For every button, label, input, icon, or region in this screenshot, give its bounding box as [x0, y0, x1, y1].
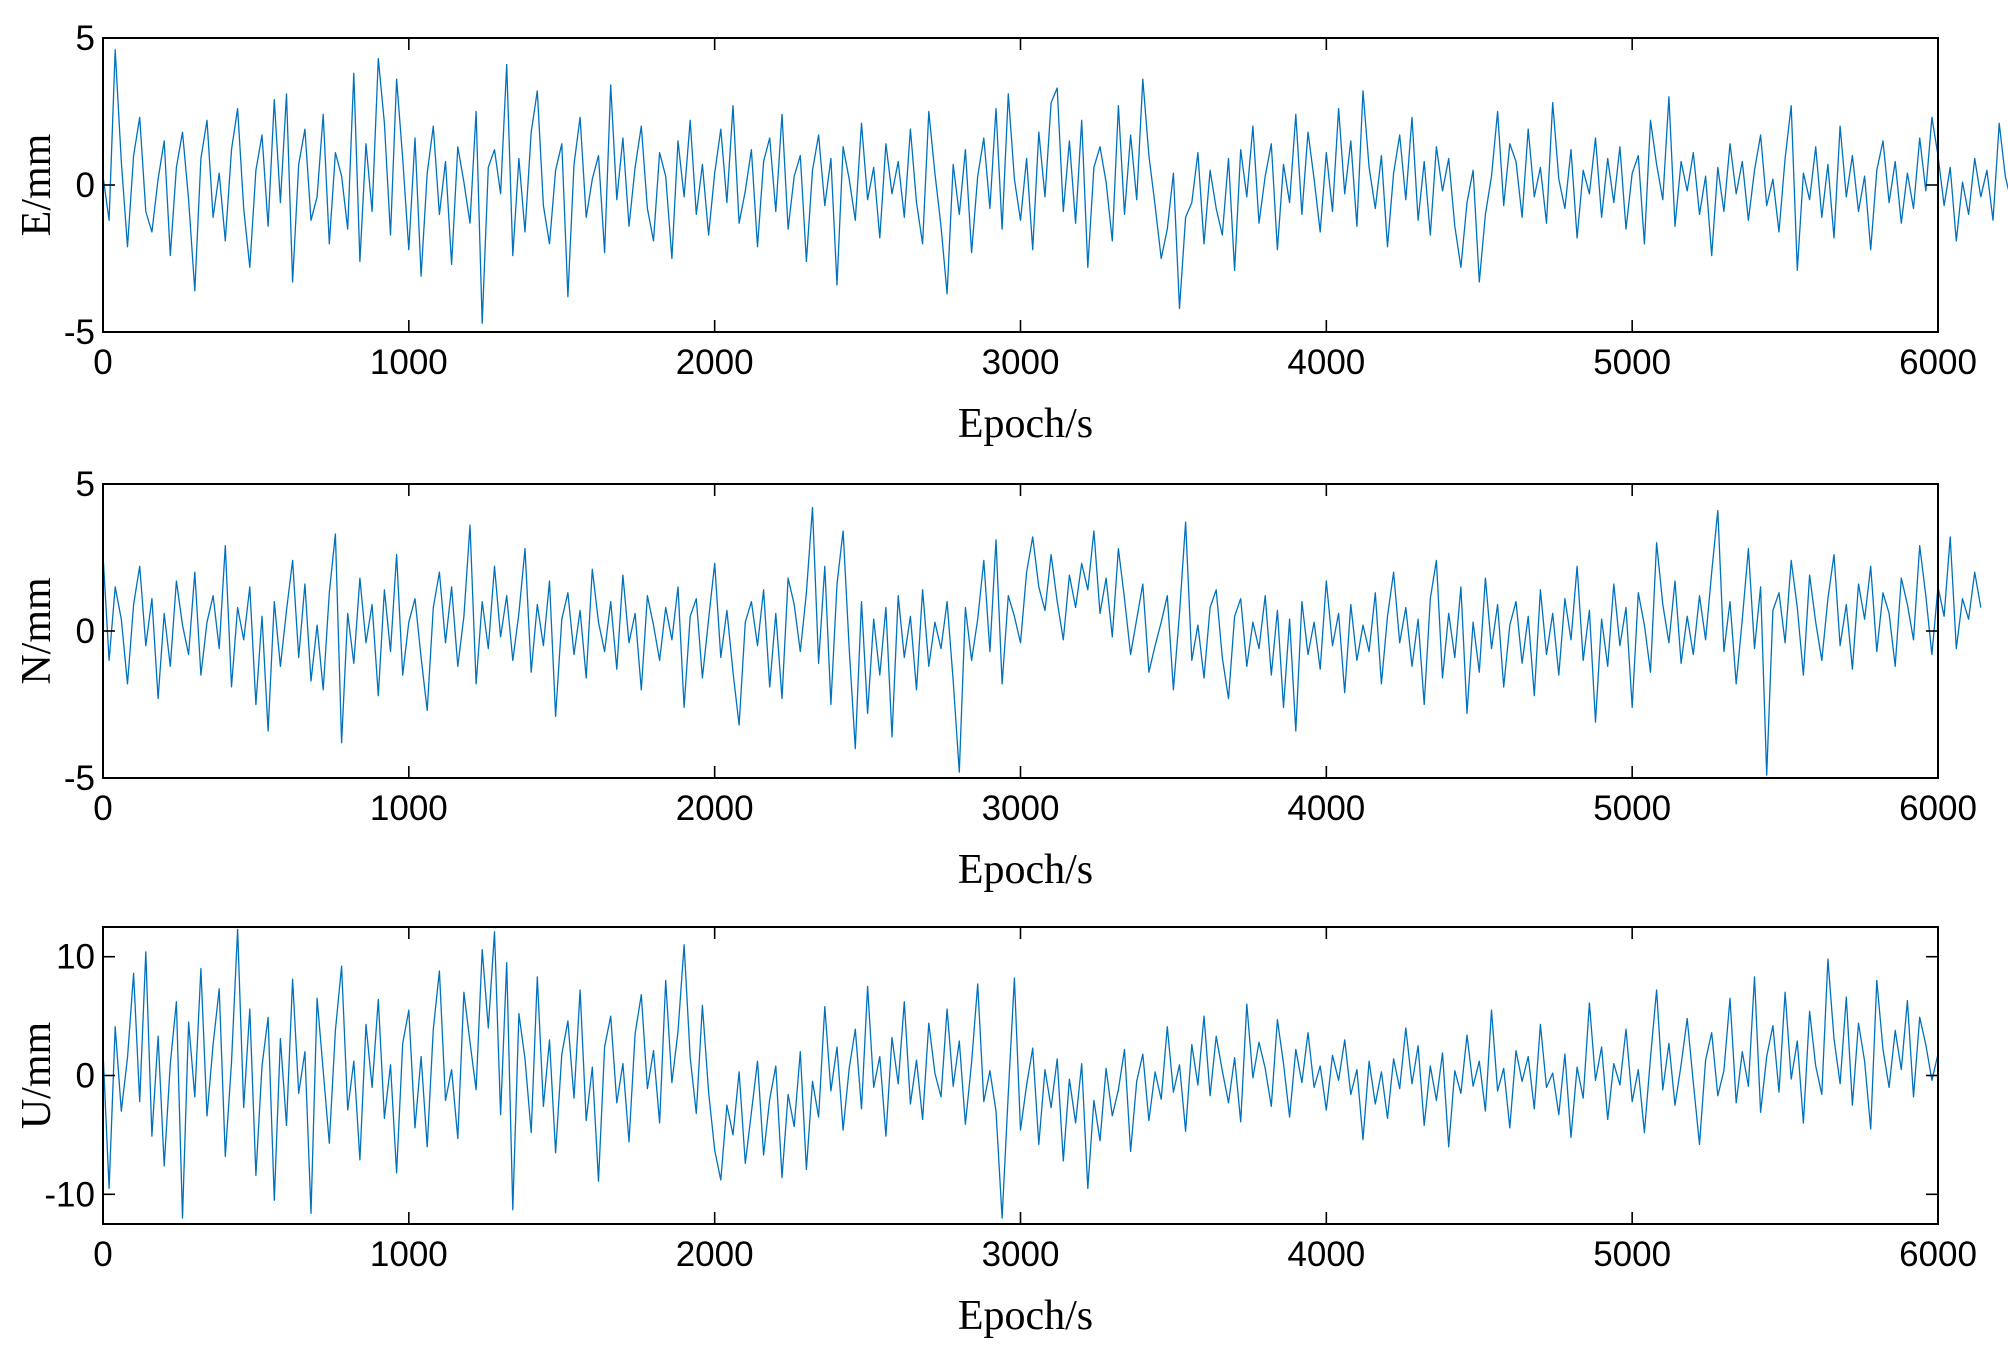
x-tick-label: 4000	[1287, 343, 1365, 382]
panel-up: 0 1000 2000 3000 4000 5000 6000 -10 0 10 Epoch/s U/…	[14, 926, 1977, 1339]
x-tick-label: 0	[93, 343, 112, 382]
x-tick-label: 6000	[1899, 789, 1977, 828]
x-axis-label: Epoch/s	[958, 1293, 1093, 1339]
series-line	[102, 49, 2008, 324]
axes-frame	[102, 926, 1939, 1225]
axes-frame	[102, 37, 1939, 333]
series-line	[102, 506, 1982, 776]
x-tick-label: 5000	[1593, 343, 1671, 382]
y-axis-label: U/mm	[14, 1022, 60, 1130]
y-tick-label: 0	[76, 612, 95, 651]
y-tick-label: -5	[64, 759, 95, 798]
y-tick-label: -10	[44, 1175, 95, 1214]
y-axis-label: E/mm	[14, 133, 60, 236]
series-line	[102, 928, 1939, 1219]
x-tick-label: 0	[93, 789, 112, 828]
y-tick-label: -5	[64, 313, 95, 352]
x-tick-label: 4000	[1287, 1235, 1365, 1274]
x-tick-label: 6000	[1899, 1235, 1977, 1274]
y-tick-label: 10	[56, 938, 95, 977]
y-axis-label: N/mm	[14, 577, 60, 685]
x-tick-label: 0	[93, 1235, 112, 1274]
x-axis-label: Epoch/s	[958, 401, 1093, 447]
x-axis-label: Epoch/s	[958, 847, 1093, 893]
x-tick-label: 2000	[676, 343, 754, 382]
x-tick-label: 3000	[982, 343, 1060, 382]
y-tick-label: 0	[76, 166, 95, 205]
x-tick-label: 5000	[1593, 1235, 1671, 1274]
x-tick-label: 6000	[1899, 343, 1977, 382]
x-tick-label: 5000	[1593, 789, 1671, 828]
x-tick-label: 3000	[982, 789, 1060, 828]
x-tick-label: 2000	[676, 1235, 754, 1274]
y-tick-label: 5	[76, 19, 95, 58]
x-tick-label: 1000	[370, 789, 448, 828]
x-tick-label: 3000	[982, 1235, 1060, 1274]
axes-frame	[102, 483, 1939, 779]
x-tick-label: 4000	[1287, 789, 1365, 828]
x-tick-label: 1000	[370, 343, 448, 382]
x-tick-label: 1000	[370, 1235, 448, 1274]
y-tick-label: 5	[76, 465, 95, 504]
y-tick-label: 0	[76, 1057, 95, 1096]
x-tick-label: 2000	[676, 789, 754, 828]
